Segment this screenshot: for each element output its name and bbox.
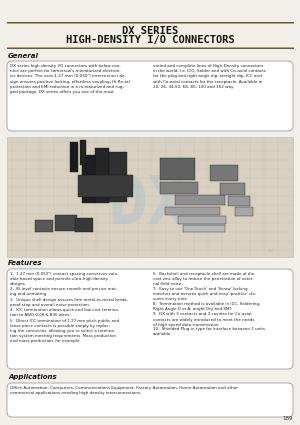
Text: Office Automation, Computers, Communications Equipment, Factory Automation, Home: Office Automation, Computers, Communicat… (10, 386, 238, 395)
Text: 5.  Direct ICC termination of 1.27 mm pitch public and
loose piece contacts is p: 5. Direct ICC termination of 1.27 mm pit… (10, 319, 119, 343)
Bar (80, 140, 86, 165)
Text: 10.  Shielded Plug-in type for interface between 2 units
available.: 10. Shielded Plug-in type for interface … (153, 327, 265, 337)
Bar (109, 152, 127, 202)
Text: varied and complete lines of High-Density connectors
in the world, i.e. ICO, Sol: varied and complete lines of High-Densit… (153, 64, 266, 89)
Bar (55, 215, 77, 231)
Bar (220, 183, 245, 195)
Text: 2.  Bi-level contacts ensure smooth and precise mat-
ing and unmating.: 2. Bi-level contacts ensure smooth and p… (10, 287, 117, 296)
Bar (160, 182, 198, 194)
Text: 7.  Easy to use 'One-Touch' and 'Screw' locking
matches and assures quick and ea: 7. Easy to use 'One-Touch' and 'Screw' l… (153, 287, 256, 301)
Bar (165, 207, 220, 215)
FancyBboxPatch shape (7, 269, 293, 369)
Bar (160, 158, 195, 180)
Bar (95, 148, 109, 203)
Text: 6.  Backshell and receptacle shell are made of die-
cast zinc alloy to reduce th: 6. Backshell and receptacle shell are ma… (153, 272, 256, 286)
Text: Applications: Applications (8, 374, 57, 380)
Bar (183, 225, 225, 232)
Text: General: General (8, 53, 39, 59)
Bar (7, 137, 293, 257)
Text: 4.  ICC termination allows quick and low cost termina-
tion to AWG 0.08 & B30 wi: 4. ICC termination allows quick and low … (10, 308, 119, 317)
Bar (82, 155, 95, 203)
Text: ru: ru (267, 248, 273, 253)
Bar (210, 165, 238, 181)
Bar (35, 220, 53, 232)
Bar (235, 207, 253, 216)
Text: 8.  Termination method is available in IDC, Soldering,
Right Angle D or A, arigh: 8. Termination method is available in ID… (153, 302, 260, 311)
Text: 9.  DX with 3 contacts and 3 cavities for Co-axial
contacts are widely introduce: 9. DX with 3 contacts and 3 cavities for… (153, 312, 254, 327)
Text: DX: DX (108, 172, 188, 238)
Text: 1.  1.27 mm (0.050") contact spacing conserves valu-
able board space and permit: 1. 1.27 mm (0.050") contact spacing cons… (10, 272, 118, 286)
Bar (70, 142, 78, 172)
Bar (78, 175, 133, 197)
Text: HIGH-DENSITY I/O CONNECTORS: HIGH-DENSITY I/O CONNECTORS (66, 35, 234, 45)
Bar (178, 216, 226, 224)
Text: DX SERIES: DX SERIES (122, 26, 178, 36)
FancyBboxPatch shape (7, 61, 293, 131)
FancyBboxPatch shape (7, 383, 293, 417)
Text: 3.  Unique shell design assures firm metal-to-metal break-
proof stop and overal: 3. Unique shell design assures firm meta… (10, 298, 128, 307)
Text: Features: Features (8, 260, 43, 266)
Bar (175, 195, 225, 205)
Text: DX series high-density I/O connectors with below con-
nect are perfect for tomor: DX series high-density I/O connectors wi… (10, 64, 130, 94)
Text: 189: 189 (283, 416, 293, 421)
Bar (75, 218, 93, 232)
Bar (228, 196, 250, 206)
